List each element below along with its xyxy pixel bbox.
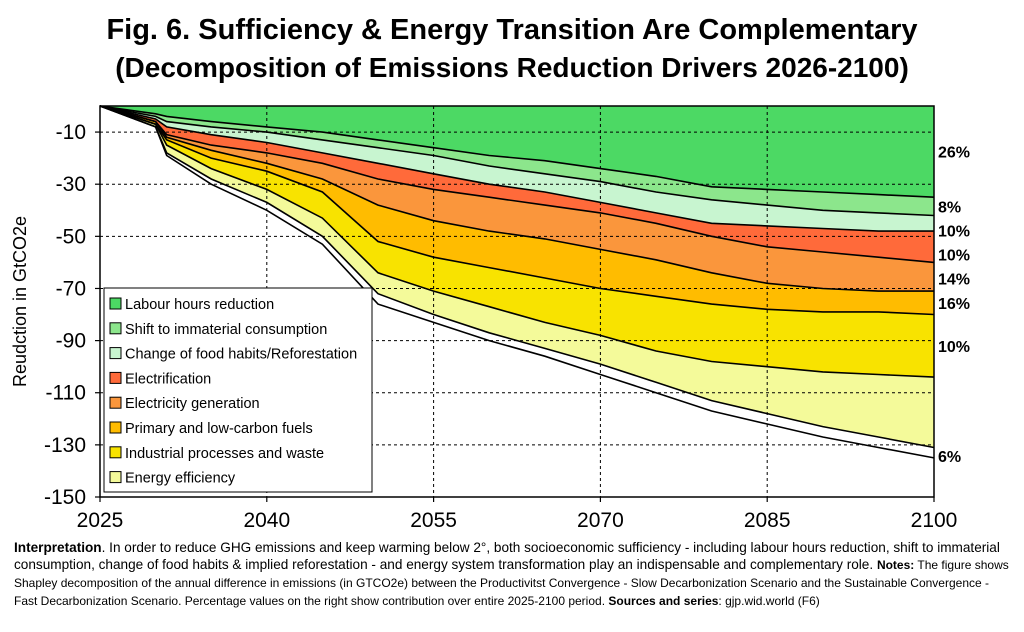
x-tick-label: 2085 [744,509,791,532]
area-chart: -10 -30 -50 -70 -90 -110 -130 -150 2025 2040 2055… [10,105,970,532]
share-label: 14% [938,271,970,288]
y-tick-label: -30 [56,173,86,196]
y-tick-label: -70 [56,277,86,300]
y-tick-label: -130 [44,434,86,457]
area-electrification [100,106,934,263]
legend-entry: Change of food habits/Reforestation [125,347,357,363]
x-axis-ticks: 2025 2040 2055 2070 2085 2100 [77,497,958,532]
y-tick-label: -110 [46,382,86,405]
legend-entry: Energy efficiency [125,471,236,487]
stacked-areas [100,106,934,448]
legend: Labour hours reduction Shift to immateria… [103,287,373,493]
boundary-line [99,105,935,264]
legend-box [103,287,373,493]
legend-entry: Primary and low-carbon fuels [125,421,313,437]
legend-swatch [109,371,122,384]
area-industrial-processes-and-waste [100,106,934,378]
share-label: 10% [938,223,970,240]
notes-text: The figure shows Shapley decomposition o… [14,558,1009,608]
plot-frame [99,105,935,498]
x-tick-label: 2040 [243,509,290,532]
legend-entry: Labour hours reduction [125,297,274,313]
legend-entry: Industrial processes and waste [125,446,324,462]
legend-swatch [109,421,122,434]
interpretation-text: . In order to reduce GHG emissions and k… [14,540,1000,572]
area-energy-efficiency [100,106,934,448]
sources-label: Sources and series [608,594,719,608]
share-label: 8% [938,199,961,216]
x-tick-label: 2070 [577,509,624,532]
notes: Interpretation. In order to reduce GHG e… [14,539,1014,610]
legend-swatch [109,471,122,484]
boundary-line [99,105,935,316]
boundary-lines [99,105,935,459]
legend-swatch [109,347,122,360]
y-tick-label: -50 [56,225,86,248]
boundary-line [99,105,935,459]
sources-text: : gjp.wid.world (F6) [718,594,820,608]
notes-label: Notes: [876,558,915,572]
boundary-line [99,105,935,217]
legend-entry: Electrification [125,371,211,387]
share-label: 26% [938,145,970,162]
interpretation-label: Interpretation [14,540,102,555]
x-tick-label: 2100 [911,509,958,532]
x-tick-label: 2055 [410,509,457,532]
y-axis-ticks: -10 -30 -50 -70 -90 -110 -130 -150 [44,121,100,509]
legend-entry: Electricity generation [125,396,260,412]
boundary-line [99,105,934,232]
area-labour-hours-reduction [100,106,934,198]
chart-title: Fig. 6. Sufficiency & Energy Transition … [106,14,918,46]
share-label: 10% [938,339,970,356]
legend-swatch [109,297,122,310]
legend-swatch [109,396,122,409]
legend-entry: Shift to immaterial consumption [125,322,327,338]
area-electricity-generation [100,106,934,292]
legend-swatch [109,446,122,459]
boundary-line [99,105,935,378]
share-labels: 26% 8% 10% 10% 14% 16% 10% 6% [938,145,970,466]
share-label: 10% [938,247,970,264]
legend-swatch [109,322,122,335]
x-tick-label: 2025 [77,509,124,532]
share-label: 16% [938,296,970,313]
y-tick-label: -90 [56,330,86,353]
share-label: 6% [938,449,961,466]
boundary-line [99,105,935,198]
boundary-line [99,105,934,292]
y-axis-label: Reudction in GtCO2e [10,216,30,387]
y-tick-label: -10 [56,121,86,144]
boundary-line [99,105,935,449]
chart-subtitle: (Decomposition of Emissions Reduction Dr… [115,52,909,83]
area-change-of-food-habits-reforestation [100,106,934,232]
y-tick-label: -150 [44,486,86,509]
